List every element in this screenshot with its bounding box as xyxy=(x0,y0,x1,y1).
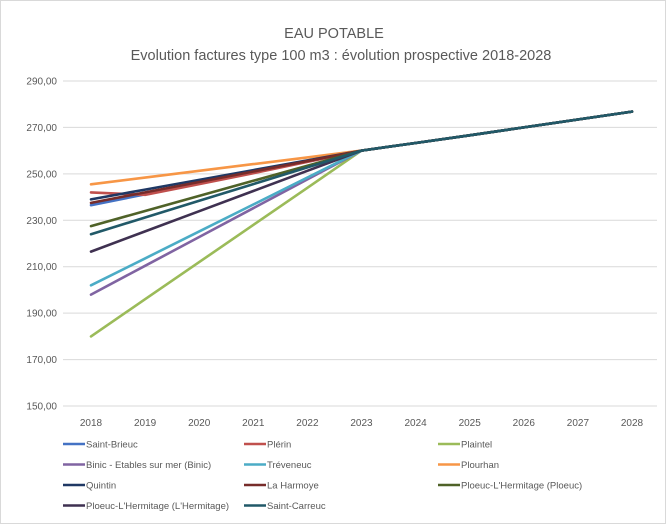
y-axis-ticks: 150,00 170,00 190,00 210,00 230,00 250,00 270,… xyxy=(26,77,57,413)
legend-item: Ploeuc-L'Hermitage (Ploeuc) xyxy=(438,481,582,492)
y-tick-label: 270,00 xyxy=(26,123,57,134)
y-tick-label: 210,00 xyxy=(26,262,57,273)
legend-label: Ploeuc-L'Hermitage (L'Hermitage) xyxy=(86,501,229,512)
legend-label: Tréveneuc xyxy=(267,460,312,471)
legend-label: Plourhan xyxy=(461,460,499,471)
y-tick-label: 190,00 xyxy=(26,309,57,320)
x-tick-label: 2019 xyxy=(134,418,157,429)
series-line-5 xyxy=(89,110,634,287)
series-line-1 xyxy=(89,110,634,207)
x-tick-label: 2020 xyxy=(188,418,211,429)
legend-item: Plérin xyxy=(244,440,291,451)
series-line-11 xyxy=(89,110,634,236)
legend-item: Saint-Brieuc xyxy=(63,440,138,451)
x-tick-label: 2024 xyxy=(404,418,427,429)
x-tick-label: 2021 xyxy=(242,418,265,429)
legend: Saint-Brieuc Plérin Plaintel Binic - Etable… xyxy=(63,440,582,512)
legend-label: La Harmoye xyxy=(267,481,319,492)
x-tick-label: 2028 xyxy=(621,418,644,429)
legend-item: Saint-Carreuc xyxy=(244,501,326,512)
chart-title: EAU POTABLE xyxy=(284,26,384,42)
x-tick-label: 2018 xyxy=(80,418,103,429)
x-tick-label: 2027 xyxy=(567,418,590,429)
y-tick-label: 150,00 xyxy=(26,402,57,413)
series-line-10 xyxy=(89,110,634,253)
legend-label: Saint-Carreuc xyxy=(267,501,326,512)
legend-label: Binic - Etables sur mer (Binic) xyxy=(86,460,211,471)
chart-subtitle: Evolution factures type 100 m3 : évoluti… xyxy=(131,48,552,64)
x-tick-label: 2023 xyxy=(350,418,373,429)
y-tick-label: 170,00 xyxy=(26,355,57,366)
y-tick-label: 290,00 xyxy=(26,77,57,88)
legend-item: Ploeuc-L'Hermitage (L'Hermitage) xyxy=(63,501,229,512)
x-tick-label: 2026 xyxy=(513,418,536,429)
legend-item: La Harmoye xyxy=(244,481,319,492)
legend-item: Binic - Etables sur mer (Binic) xyxy=(63,460,211,471)
legend-label: Plaintel xyxy=(461,440,492,451)
legend-item: Plaintel xyxy=(438,440,492,451)
legend-label: Plérin xyxy=(267,440,291,451)
legend-label: Saint-Brieuc xyxy=(86,440,138,451)
gridlines xyxy=(63,80,657,407)
y-tick-label: 250,00 xyxy=(26,169,57,180)
x-tick-label: 2025 xyxy=(459,418,482,429)
legend-label: Ploeuc-L'Hermitage (Ploeuc) xyxy=(461,481,582,492)
legend-label: Quintin xyxy=(86,481,116,492)
x-axis-ticks: 2018 2019 2020 2021 2022 2023 2024 2025 2026 2027… xyxy=(80,418,644,429)
legend-item: Plourhan xyxy=(438,460,499,471)
series-line-3 xyxy=(89,110,634,338)
y-tick-label: 230,00 xyxy=(26,216,57,227)
series-lines xyxy=(89,110,634,338)
legend-item: Quintin xyxy=(63,481,116,492)
legend-item: Tréveneuc xyxy=(244,460,312,471)
x-tick-label: 2022 xyxy=(296,418,319,429)
